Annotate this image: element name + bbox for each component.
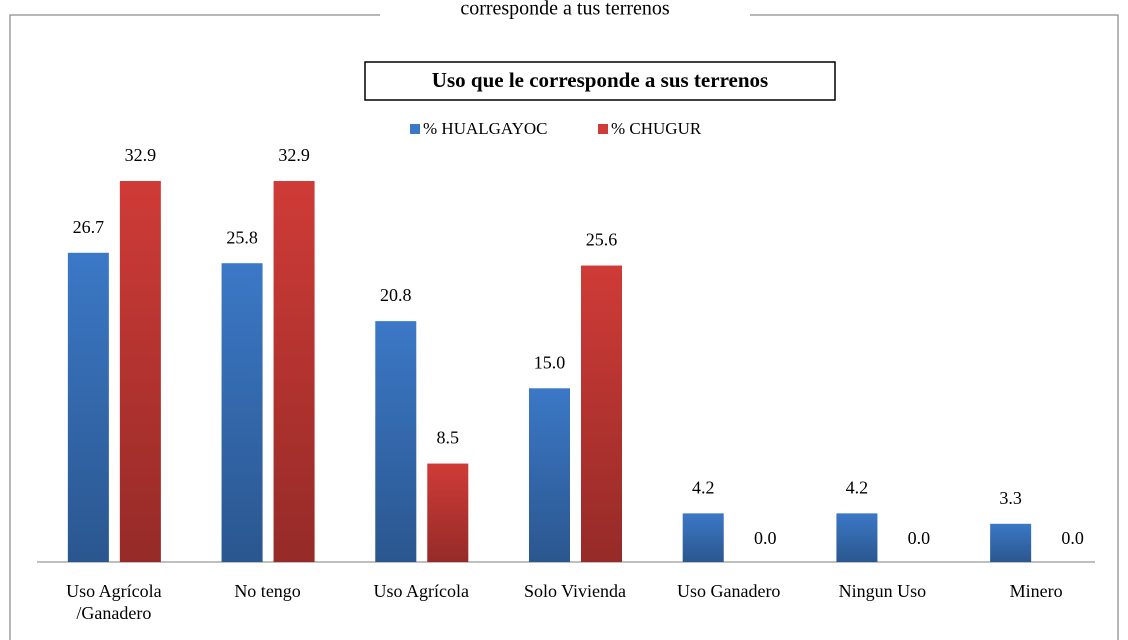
data-label: 25.6 bbox=[586, 230, 618, 250]
data-label: 26.7 bbox=[73, 217, 105, 237]
bar-shade bbox=[221, 263, 263, 562]
data-label: 0.0 bbox=[1061, 528, 1084, 548]
x-tick-label: Ningun Uso bbox=[838, 581, 927, 601]
x-tick-label: Uso Agrícola bbox=[373, 581, 470, 601]
data-label: 3.3 bbox=[999, 488, 1022, 508]
bar-shade bbox=[427, 463, 469, 562]
bar-shade bbox=[119, 181, 161, 562]
data-label: 15.0 bbox=[534, 352, 566, 372]
data-label: 0.0 bbox=[754, 528, 777, 548]
chart-subtitle: corresponde a tus terrenos bbox=[460, 0, 670, 20]
legend-swatch bbox=[410, 124, 420, 134]
x-tick-label: No tengo bbox=[234, 581, 301, 601]
bar-shade bbox=[682, 513, 724, 562]
x-tick-label: Minero bbox=[1009, 581, 1063, 601]
bar-shade bbox=[375, 321, 417, 562]
title-box bbox=[364, 61, 836, 101]
legend-label: % HUALGAYOC bbox=[423, 119, 548, 138]
data-label: 4.2 bbox=[846, 477, 869, 497]
legend-swatch bbox=[598, 124, 608, 134]
data-label: 25.8 bbox=[226, 227, 258, 247]
x-tick-label: Uso Agrícola /Ganadero bbox=[66, 581, 162, 623]
data-label: 0.0 bbox=[908, 528, 931, 548]
bar-shade bbox=[67, 252, 109, 563]
data-label: 4.2 bbox=[692, 477, 715, 497]
bar-shade bbox=[990, 523, 1032, 562]
title-mask bbox=[380, 0, 750, 16]
data-label: 32.9 bbox=[278, 145, 310, 165]
legend-label: % CHUGUR bbox=[611, 119, 702, 138]
bar-shade bbox=[836, 513, 878, 562]
bar-shade bbox=[529, 388, 570, 562]
data-label: 8.5 bbox=[437, 428, 460, 448]
bar-shade bbox=[273, 181, 315, 562]
x-tick-label: Uso Ganadero bbox=[676, 581, 781, 601]
x-tick-label: Solo Vivienda bbox=[523, 581, 627, 601]
data-label: 32.9 bbox=[125, 145, 157, 165]
data-label: 20.8 bbox=[380, 285, 412, 305]
chart-title: Uso que le corresponde a sus terrenos bbox=[432, 68, 768, 92]
bar-shade bbox=[581, 265, 622, 562]
